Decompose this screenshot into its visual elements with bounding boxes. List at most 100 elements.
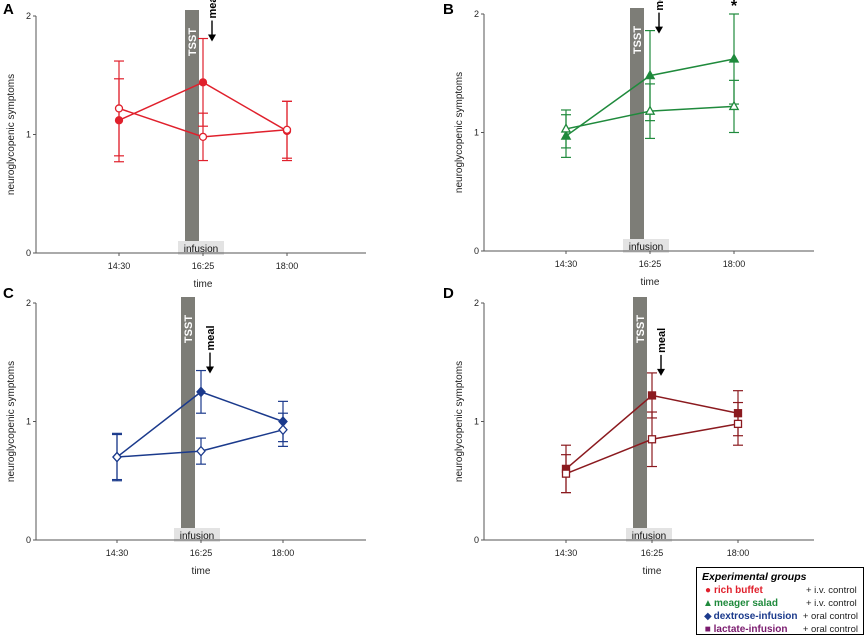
legend-label: lactate-infusion xyxy=(713,624,788,635)
x-tick-label: 14:30 xyxy=(106,548,129,558)
y-tick-label: 1 xyxy=(474,417,479,427)
data-point xyxy=(644,69,656,80)
data-point xyxy=(560,123,572,133)
x-tick-label: 14:30 xyxy=(555,548,578,558)
legend-label: dextrose-infusion xyxy=(713,611,798,622)
tsst-bar xyxy=(181,297,195,540)
panel-c: C TSST infusion 0 1 2 neuroglycopenic symptoms… xyxy=(3,285,366,577)
legend-title: Experimental groups xyxy=(702,571,807,583)
x-tick-label: 14:30 xyxy=(108,261,131,271)
meal-label: meal xyxy=(207,0,219,19)
panel-label: C xyxy=(3,285,14,302)
data-point xyxy=(196,386,206,398)
data-point xyxy=(728,100,740,111)
meal-arrow-head-icon xyxy=(208,34,216,42)
x-axis-label: time xyxy=(643,566,662,577)
panel-a: A TSST infusion 0 1 2 neuroglycopenic symptoms… xyxy=(3,0,366,290)
y-axis-label: neuroglycopenic symptoms xyxy=(454,361,465,482)
data-point xyxy=(733,419,743,429)
x-tick-label: 18:00 xyxy=(727,548,750,558)
legend-item-meager-salad: ▲ meager salad + i.v. control xyxy=(702,597,858,610)
tsst-label: TSST xyxy=(187,28,199,56)
tsst-bar xyxy=(633,297,647,540)
infusion-label: infusion xyxy=(629,242,663,253)
panel-label: A xyxy=(3,1,14,18)
circle-marker-icon: ● xyxy=(704,585,712,596)
meal-arrow-head-icon xyxy=(657,368,665,376)
data-point xyxy=(114,104,124,113)
y-axis-label: neuroglycopenic symptoms xyxy=(6,361,17,482)
x-tick-label: 14:30 xyxy=(555,259,578,269)
x-tick-label: 18:00 xyxy=(723,259,746,269)
x-tick-label: 16:25 xyxy=(190,548,213,558)
panel-d: D TSST infusion 0 1 2 neuroglycopenic symptoms… xyxy=(443,285,814,577)
y-tick-label: 0 xyxy=(26,535,31,545)
infusion-label: infusion xyxy=(632,531,666,542)
tsst-label: TSST xyxy=(635,315,647,343)
y-tick-label: 1 xyxy=(474,128,479,138)
data-point xyxy=(728,53,740,63)
x-tick-label: 16:25 xyxy=(641,548,664,558)
panel-b: B TSST infusion 0 1 2 neuroglycopenic symptoms… xyxy=(443,0,814,288)
legend-item-dextrose-infusion: ◆ dextrose-infusion + oral control xyxy=(702,610,858,623)
panel-label: D xyxy=(443,285,454,302)
x-tick-label: 18:00 xyxy=(272,548,295,558)
meal-arrow-head-icon xyxy=(655,26,663,34)
y-tick-label: 2 xyxy=(474,298,479,308)
legend-label: rich buffet xyxy=(714,585,763,596)
tsst-bar xyxy=(630,8,644,251)
data-point xyxy=(198,78,208,87)
meal-label: meal xyxy=(656,328,668,353)
y-tick-label: 2 xyxy=(26,11,31,21)
data-point xyxy=(196,445,206,457)
y-tick-label: 2 xyxy=(474,9,479,19)
data-point xyxy=(282,125,292,134)
tsst-label: TSST xyxy=(183,315,195,343)
y-tick-label: 1 xyxy=(26,417,31,427)
infusion-box xyxy=(178,241,224,255)
panel-label: B xyxy=(443,1,454,18)
x-tick-label: 16:25 xyxy=(639,259,662,269)
data-point xyxy=(112,451,122,463)
y-axis-label: neuroglycopenic symptoms xyxy=(6,74,17,195)
data-point xyxy=(278,424,288,436)
infusion-label: infusion xyxy=(180,531,214,542)
meal-label: meal xyxy=(654,0,666,11)
data-point xyxy=(561,469,571,478)
legend-control: + i.v. control xyxy=(806,598,857,609)
legend-item-lactate-infusion: ■ lactate-infusion + oral control xyxy=(702,623,858,636)
y-tick-label: 1 xyxy=(26,130,31,140)
tsst-bar xyxy=(185,10,199,253)
legend-item-rich-buffet: ● rich buffet + i.v. control xyxy=(702,584,858,597)
legend-control: + oral control xyxy=(802,611,858,622)
significance-star: * xyxy=(731,0,738,15)
triangle-marker-icon: ▲ xyxy=(703,598,713,609)
meal-label: meal xyxy=(205,325,217,350)
data-point xyxy=(647,435,657,444)
x-tick-label: 16:25 xyxy=(192,261,215,271)
infusion-box xyxy=(626,528,672,542)
infusion-label: infusion xyxy=(184,244,218,255)
y-tick-label: 2 xyxy=(26,298,31,308)
x-axis-label: time xyxy=(194,279,213,290)
legend-control: + oral control xyxy=(802,624,858,635)
legend-label: meager salad xyxy=(714,598,778,609)
legend: Experimental groups ● rich buffet + i.v.… xyxy=(696,567,864,635)
y-tick-label: 0 xyxy=(474,535,479,545)
y-tick-label: 0 xyxy=(474,246,479,256)
legend-control: + i.v. control xyxy=(806,585,857,596)
x-axis-label: time xyxy=(192,566,211,577)
infusion-box xyxy=(623,239,669,253)
meal-arrow-head-icon xyxy=(206,366,214,374)
x-tick-label: 18:00 xyxy=(276,261,299,271)
data-point xyxy=(644,105,656,115)
x-axis-label: time xyxy=(641,277,660,288)
data-point xyxy=(198,132,208,142)
y-axis-label: neuroglycopenic symptoms xyxy=(454,72,465,193)
y-tick-label: 0 xyxy=(26,248,31,258)
square-marker-icon: ■ xyxy=(704,624,711,635)
infusion-box xyxy=(174,528,220,542)
diamond-marker-icon: ◆ xyxy=(703,611,712,622)
data-point xyxy=(647,391,657,400)
